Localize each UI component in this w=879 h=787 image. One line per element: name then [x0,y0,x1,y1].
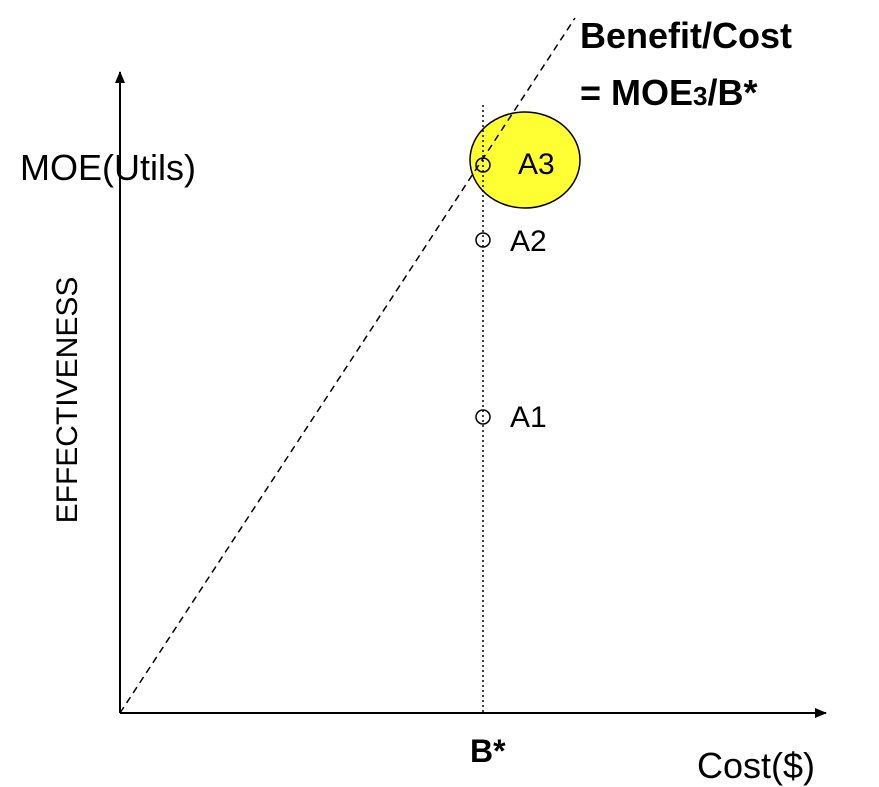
y-axis-label: EFFECTIVENESS [51,277,84,524]
annotation-line1: Benefit/Cost [580,15,792,56]
y-top-label: MOE(Utils) [20,147,196,188]
point-a3 [475,157,491,173]
x-axis-label: Cost($) [697,745,815,786]
point-label: A1 [510,401,547,434]
annotation-prefix: = MOE [580,72,693,113]
annotation-suffix: /B* [708,72,758,113]
x-marker: B* [470,733,506,769]
benefit-cost-line [119,17,576,714]
annotation-line2: = MOE3/B* [580,72,758,113]
point-a2 [475,232,491,248]
annotation-subscript: 3 [693,81,707,111]
point-label: A2 [510,225,547,258]
point-a1 [475,409,491,425]
point-label: A3 [518,148,555,181]
